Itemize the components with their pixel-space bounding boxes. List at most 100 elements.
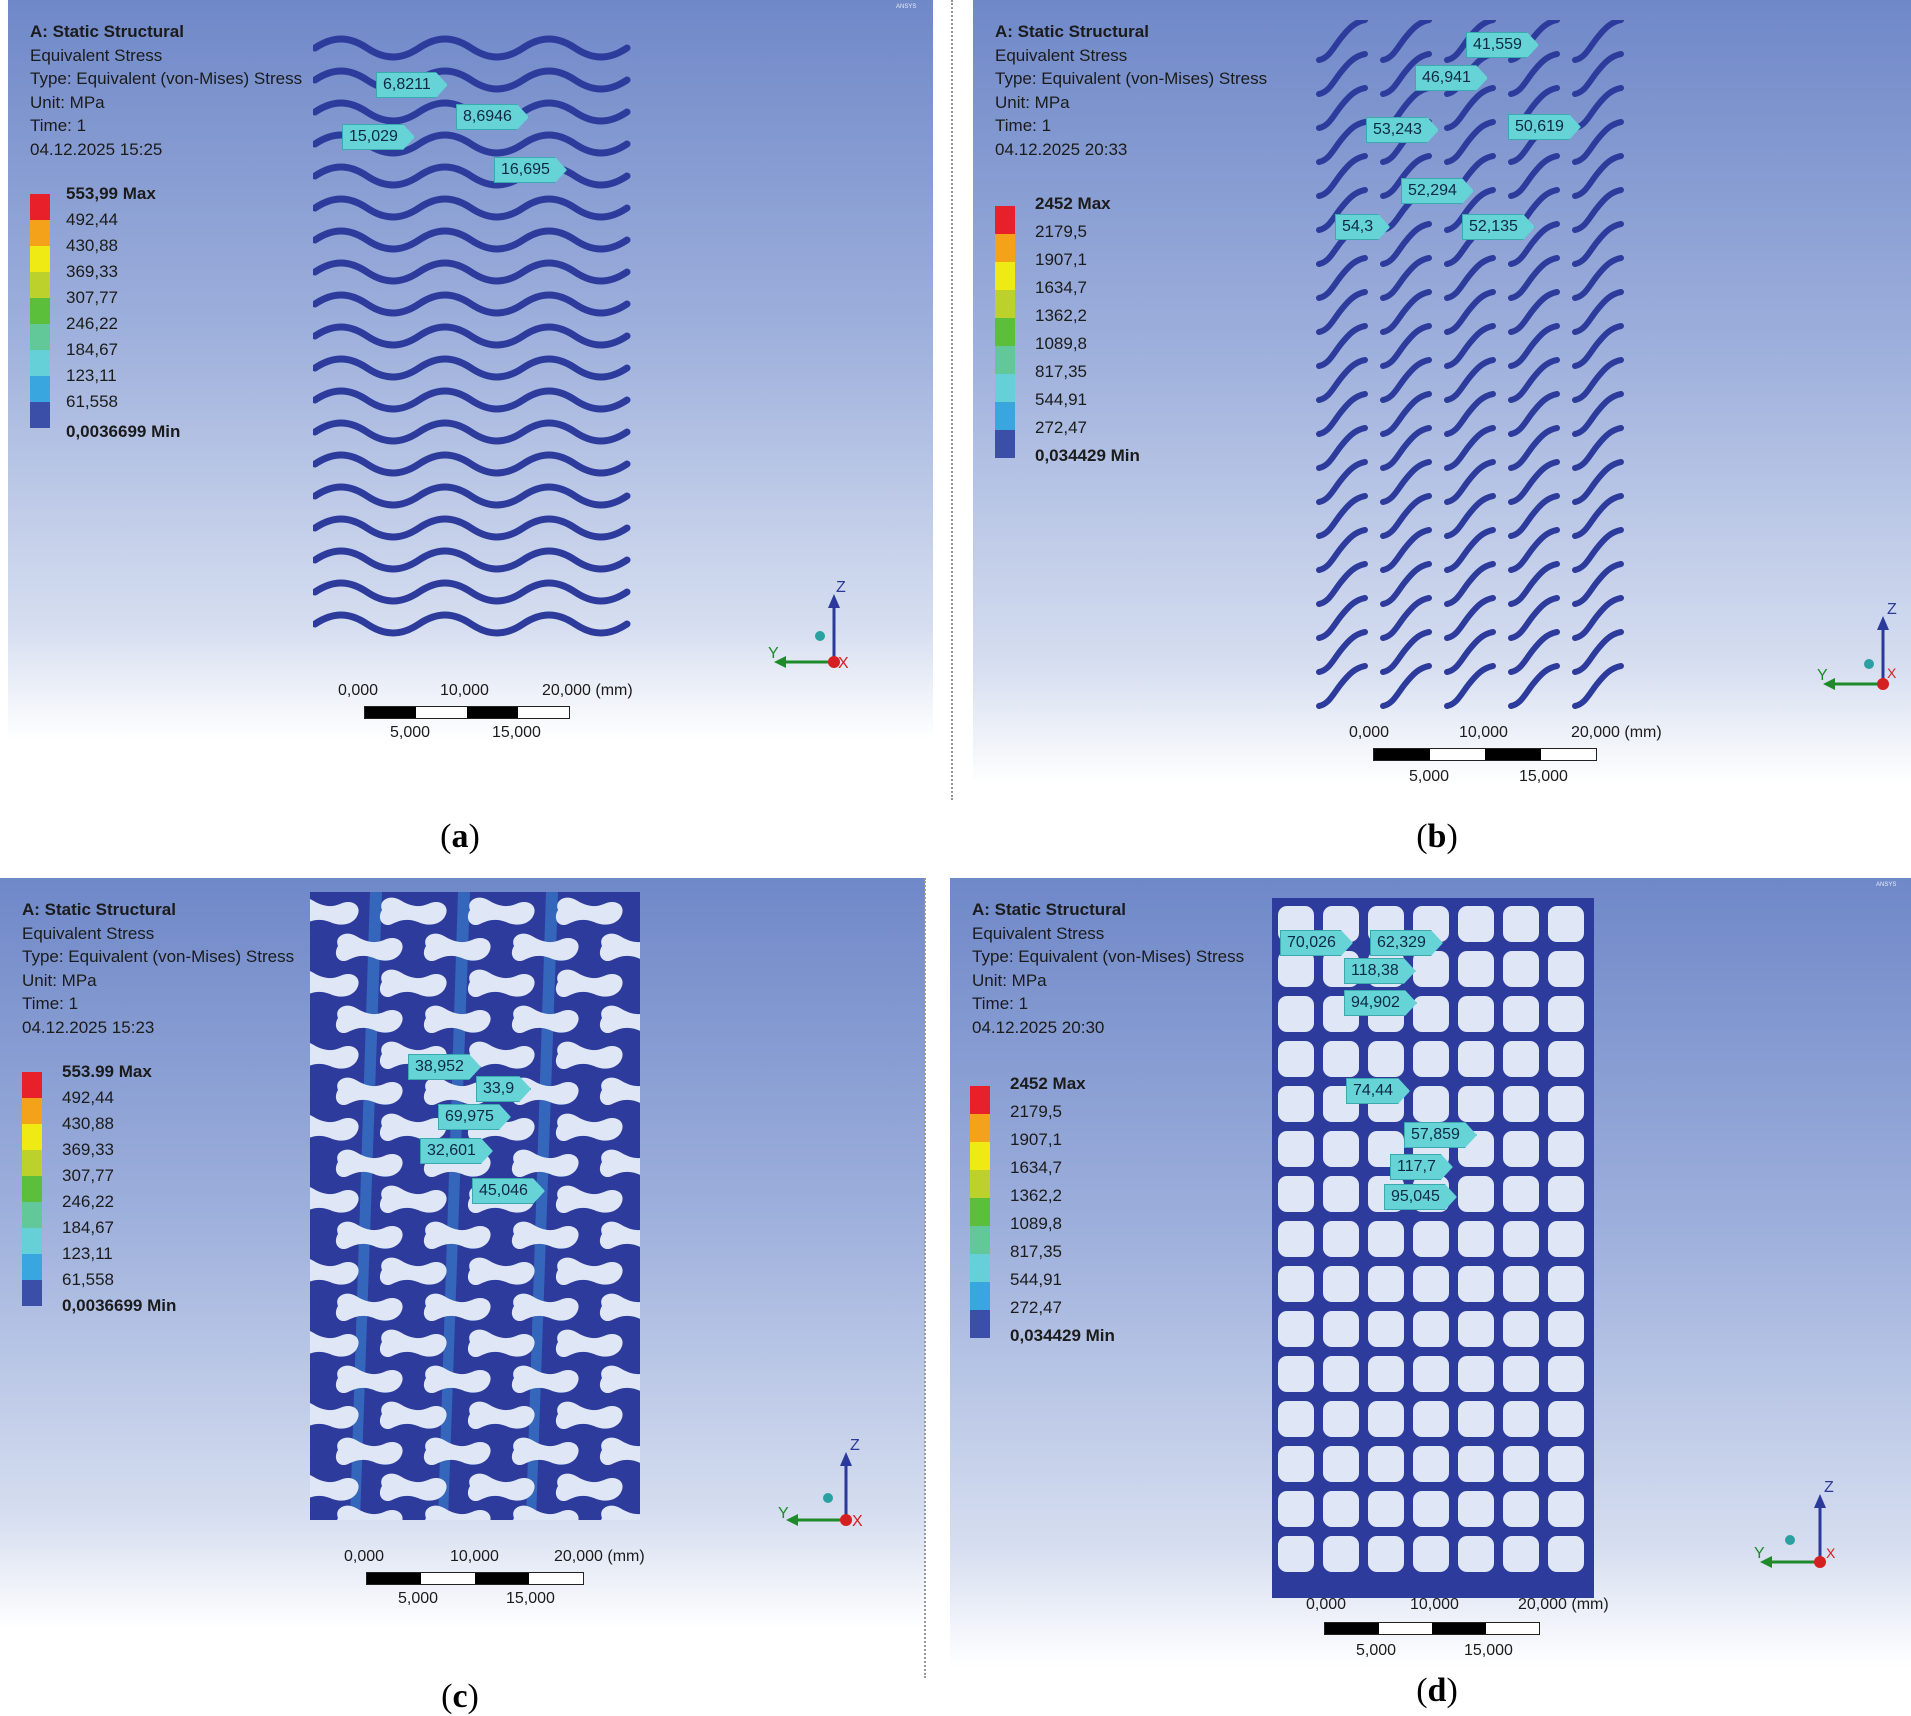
legend-swatch — [970, 1170, 990, 1198]
legend-value: 544,91 — [1035, 390, 1087, 409]
result-time: Time: 1 — [995, 116, 1052, 135]
result-time: Time: 1 — [30, 116, 87, 135]
stress-probe[interactable]: 41,559 — [1466, 32, 1539, 58]
legend-swatch — [995, 318, 1015, 346]
stress-probe[interactable]: 50,619 — [1508, 114, 1581, 140]
legend-value: 272,47 — [1035, 418, 1087, 437]
legend-swatch — [970, 1198, 990, 1226]
stress-probe[interactable]: 33,9 — [476, 1076, 531, 1102]
result-unit: Unit: MPa — [972, 970, 1047, 990]
stress-probe[interactable]: 70,026 — [1280, 930, 1353, 956]
scale-label: 15,000 — [1519, 768, 1568, 785]
result-name: Equivalent Stress — [995, 45, 1128, 65]
stress-probe[interactable]: 69,975 — [438, 1104, 511, 1130]
legend-swatch — [30, 246, 50, 272]
stress-probe[interactable]: 117,7 — [1390, 1154, 1453, 1180]
stress-probe[interactable]: 6,8211 — [376, 72, 448, 98]
stress-probe[interactable]: 16,695 — [494, 157, 567, 183]
stress-probe[interactable]: 118,38 — [1344, 958, 1416, 984]
scale-label: 20,000 (mm) — [542, 682, 633, 699]
result-type: Type: Equivalent (von-Mises) Stress — [30, 69, 303, 88]
legend-swatch — [995, 402, 1015, 430]
geometry-viewport[interactable] — [310, 892, 640, 1520]
scale-label: 20,000 (mm) — [554, 1548, 645, 1565]
y-axis-label: Y — [778, 1505, 789, 1522]
legend-value: 817,35 — [1035, 362, 1087, 381]
figure-caption: (b) — [1416, 818, 1458, 855]
stress-probe[interactable]: 95,045 — [1384, 1184, 1457, 1210]
scale-label: 5,000 — [1409, 768, 1450, 785]
result-type: Type: Equivalent (von-Mises) Stress — [22, 947, 295, 966]
y-axis-label: Y — [768, 645, 779, 662]
legend-swatch — [995, 206, 1015, 234]
geometry-viewport[interactable] — [1272, 898, 1594, 1598]
stress-probe[interactable]: 8,6946 — [456, 104, 529, 130]
legend-value: 184,67 — [62, 1218, 114, 1237]
legend-value: 544,91 — [1010, 1270, 1062, 1289]
legend-value: 430,88 — [62, 1114, 114, 1133]
legend-value: 1634,7 — [1010, 1158, 1062, 1177]
scale-label: 5,000 — [390, 724, 431, 740]
result-name: Equivalent Stress — [972, 923, 1105, 943]
legend-value: 492,44 — [66, 210, 118, 229]
legend-swatch — [22, 1124, 42, 1150]
legend-value: 2179,5 — [1035, 222, 1087, 241]
scale-ruler — [1324, 1622, 1540, 1635]
result-time: Time: 1 — [22, 994, 79, 1013]
legend-min: 0,0036699 Min — [62, 1296, 177, 1315]
axis-triad[interactable]: Z Y X — [1813, 600, 1903, 695]
stress-probe[interactable]: 53,243 — [1366, 117, 1439, 143]
result-unit: Unit: MPa — [30, 92, 105, 112]
stress-probe[interactable]: 32,601 — [420, 1138, 493, 1164]
legend-swatch — [22, 1072, 42, 1098]
scale-label: 5,000 — [398, 1590, 439, 1607]
legend-value: 307,77 — [62, 1166, 114, 1185]
geometry-viewport[interactable] — [1313, 20, 1643, 710]
legend-swatch — [22, 1254, 42, 1280]
legend-value: 246,22 — [66, 314, 118, 333]
legend-swatch — [30, 324, 50, 350]
legend-swatch — [970, 1226, 990, 1254]
stress-probe[interactable]: 57,859 — [1404, 1122, 1477, 1148]
panel-c: A: Static Structural Equivalent Stress T… — [0, 878, 925, 1630]
stress-probe[interactable]: 52,294 — [1401, 178, 1474, 204]
result-name: Equivalent Stress — [22, 923, 155, 943]
panel-divider — [924, 878, 926, 1678]
legend-swatch — [995, 262, 1015, 290]
legend-swatch — [22, 1202, 42, 1228]
axis-triad[interactable]: Z Y X — [764, 578, 854, 673]
result-date: 04.12.2025 20:33 — [995, 139, 1128, 159]
result-info: A: Static Structural Equivalent Stress T… — [30, 20, 302, 161]
legend-swatch — [970, 1086, 990, 1114]
stress-probe[interactable]: 45,046 — [472, 1178, 545, 1204]
scale-label: 0,000 — [1306, 1596, 1347, 1613]
legend-max: 553,99 Max — [66, 184, 156, 203]
stress-probe[interactable]: 46,941 — [1415, 65, 1488, 91]
legend-value: 123,11 — [62, 1244, 113, 1263]
stress-probe[interactable]: 38,952 — [408, 1054, 481, 1080]
analysis-title: A: Static Structural — [995, 22, 1149, 41]
z-axis-label: Z — [850, 1437, 860, 1454]
legend-swatch — [970, 1282, 990, 1310]
analysis-title: A: Static Structural — [30, 22, 184, 41]
scale-ruler — [364, 706, 570, 719]
scale-label: 0,000 — [344, 1548, 385, 1565]
legend-swatch — [30, 194, 50, 220]
scale-label: 15,000 — [506, 1590, 555, 1607]
scale-label: 15,000 — [1464, 1642, 1513, 1659]
stress-probe[interactable]: 52,135 — [1462, 214, 1535, 240]
result-name: Equivalent Stress — [30, 45, 163, 65]
stress-probe[interactable]: 94,902 — [1344, 990, 1417, 1016]
stress-probe[interactable]: 74,44 — [1346, 1078, 1410, 1104]
axis-triad[interactable]: Z Y X — [776, 1436, 866, 1531]
stress-probe[interactable]: 15,029 — [342, 124, 415, 150]
axis-triad[interactable]: Z Y X — [1750, 1478, 1840, 1573]
stress-probe[interactable]: 62,329 — [1370, 930, 1443, 956]
result-time: Time: 1 — [972, 994, 1029, 1013]
legend-max: 2452 Max — [1010, 1074, 1086, 1093]
legend-value: 272,47 — [1010, 1298, 1062, 1317]
result-type: Type: Equivalent (von-Mises) Stress — [972, 947, 1245, 966]
stress-probe[interactable]: 54,3 — [1335, 214, 1390, 240]
legend-value: 61,558 — [66, 392, 118, 411]
legend-value: 61,558 — [62, 1270, 114, 1289]
